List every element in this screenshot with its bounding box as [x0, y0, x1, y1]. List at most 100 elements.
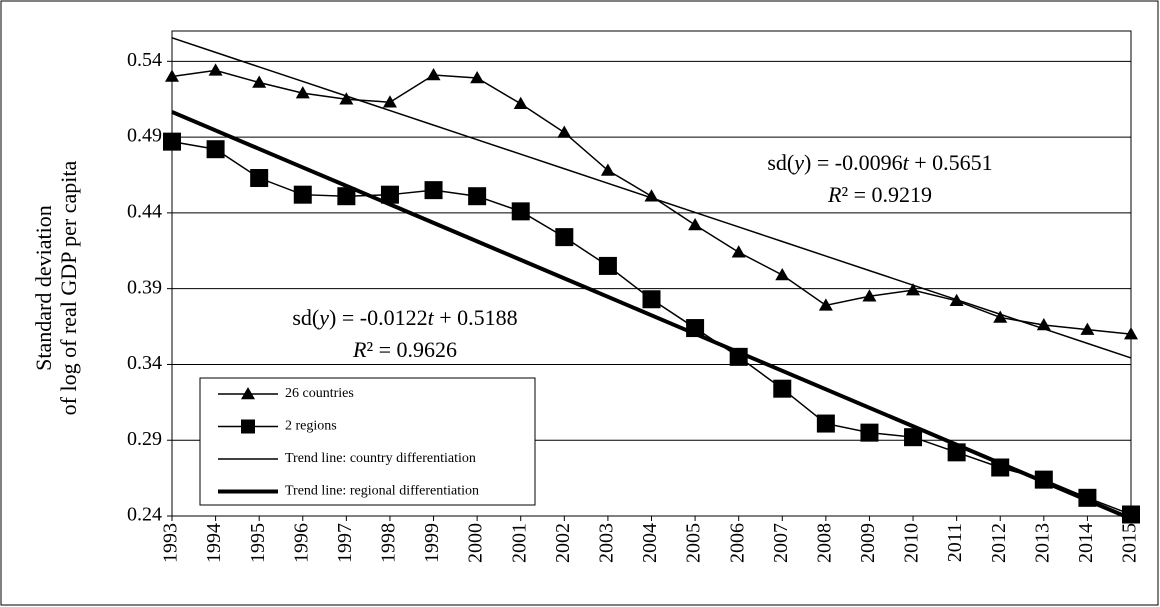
triangle-marker — [731, 245, 746, 258]
square-marker — [598, 256, 617, 275]
triangle-marker — [862, 289, 877, 302]
y-tick-label: 0.39 — [127, 276, 162, 298]
legend-label: 2 regions — [285, 419, 337, 434]
square-marker — [816, 414, 835, 433]
triangle-marker — [644, 189, 659, 202]
square-marker — [424, 181, 443, 200]
y-axis-label: Standard deviation — [31, 205, 56, 371]
square-marker — [1078, 488, 1097, 507]
square-marker — [555, 228, 574, 247]
legend-label: Trend line: regional differentiation — [285, 484, 479, 499]
triangle-marker — [165, 69, 179, 82]
annotation-part: + 0.5651 — [909, 150, 993, 175]
triangle-marker — [775, 268, 790, 281]
trend-annotation: sd(y) = -0.0096t + 0.5651 — [767, 150, 992, 175]
triangle-marker — [470, 70, 485, 84]
x-tick-label: 1997 — [334, 523, 356, 563]
square-marker — [947, 443, 966, 462]
triangle-marker — [557, 125, 572, 138]
triangle-marker — [600, 163, 615, 176]
x-tick-label: 2009 — [857, 523, 879, 563]
square-marker — [686, 319, 705, 338]
x-tick-label: 1999 — [421, 523, 443, 563]
annotation-part: t — [903, 150, 910, 175]
trend-annotation: sd(y) = -0.0122t + 0.5188 — [292, 305, 517, 330]
y-tick-label: 0.29 — [127, 428, 162, 450]
square-marker — [241, 419, 255, 434]
annotation-part: y — [317, 305, 329, 330]
trend-annotation: R² = 0.9219 — [827, 182, 932, 207]
square-marker — [642, 290, 661, 309]
legend-label: Trend line: country differentiation — [285, 451, 476, 466]
x-tick-label: 1998 — [378, 523, 400, 563]
triangle-marker — [513, 96, 528, 109]
triangle-marker — [993, 310, 1008, 323]
legend-label: 26 countries — [285, 386, 354, 401]
annotation-part: ² = 0.9626 — [366, 337, 457, 362]
x-tick-label: 2007 — [770, 523, 792, 563]
triangle-marker — [906, 283, 921, 296]
square-marker — [380, 185, 399, 204]
square-marker — [206, 140, 225, 159]
triangle-marker — [818, 298, 833, 311]
annotation-part: sd( — [292, 305, 319, 330]
square-marker — [468, 187, 487, 206]
square-marker — [163, 132, 181, 151]
y-tick-label: 0.54 — [127, 49, 162, 71]
triangle-marker — [1036, 318, 1051, 331]
x-tick-label: 2005 — [683, 523, 705, 563]
annotation-part: y — [792, 150, 804, 175]
triangle-marker — [252, 75, 267, 88]
y-tick-label: 0.49 — [127, 125, 162, 147]
triangle-marker — [295, 86, 310, 99]
y-tick-label: 0.44 — [127, 200, 162, 222]
square-marker — [1034, 470, 1053, 489]
triangle-marker — [339, 92, 354, 105]
y-tick-label: 0.34 — [127, 352, 162, 374]
x-tick-label: 2000 — [465, 523, 487, 563]
x-tick-label: 1993 — [160, 523, 182, 563]
annotation-part: R — [827, 182, 842, 207]
trend-line — [171, 110, 1132, 521]
annotation-part: R — [352, 337, 367, 362]
square-marker — [729, 347, 748, 366]
annotation-part: ) = -0.0096 — [804, 150, 903, 175]
square-marker — [511, 202, 530, 221]
x-tick-label: 2011 — [944, 523, 966, 562]
x-tick-label: 2014 — [1075, 523, 1097, 563]
legend-box — [199, 377, 536, 506]
x-tick-label: 2010 — [901, 523, 923, 563]
triangle-marker — [949, 293, 964, 307]
x-tick-label: 2013 — [1031, 523, 1053, 563]
square-marker — [337, 187, 356, 206]
square-marker — [250, 169, 269, 188]
annotation-part: + 0.5188 — [434, 305, 518, 330]
x-tick-label: 2004 — [639, 523, 661, 563]
y-tick-label: 0.24 — [127, 504, 162, 526]
square-marker — [904, 428, 923, 447]
x-tick-label: 2006 — [726, 523, 748, 563]
square-marker — [773, 379, 792, 398]
x-tick-label: 1996 — [290, 523, 312, 563]
annotation-part: sd( — [767, 150, 794, 175]
triangle-marker — [208, 63, 223, 76]
annotation-part: t — [428, 305, 435, 330]
triangle-marker — [1124, 327, 1138, 340]
x-tick-label: 2015 — [1119, 523, 1141, 563]
y-axis-label: of log of real GDP per capita — [56, 161, 81, 416]
x-tick-label: 1995 — [247, 523, 269, 563]
triangle-marker — [382, 95, 397, 108]
triangle-marker — [688, 218, 703, 231]
x-tick-label: 2002 — [552, 523, 574, 563]
triangle-marker — [241, 387, 255, 400]
annotation-part: ² = 0.9219 — [841, 182, 932, 207]
x-tick-label: 2008 — [813, 523, 835, 563]
square-marker — [293, 185, 312, 204]
square-marker — [991, 458, 1010, 477]
x-tick-label: 2003 — [596, 523, 618, 563]
annotation-part: ) = -0.0122 — [329, 305, 428, 330]
triangle-marker — [426, 67, 441, 81]
trend-annotation: R² = 0.9626 — [352, 337, 457, 362]
